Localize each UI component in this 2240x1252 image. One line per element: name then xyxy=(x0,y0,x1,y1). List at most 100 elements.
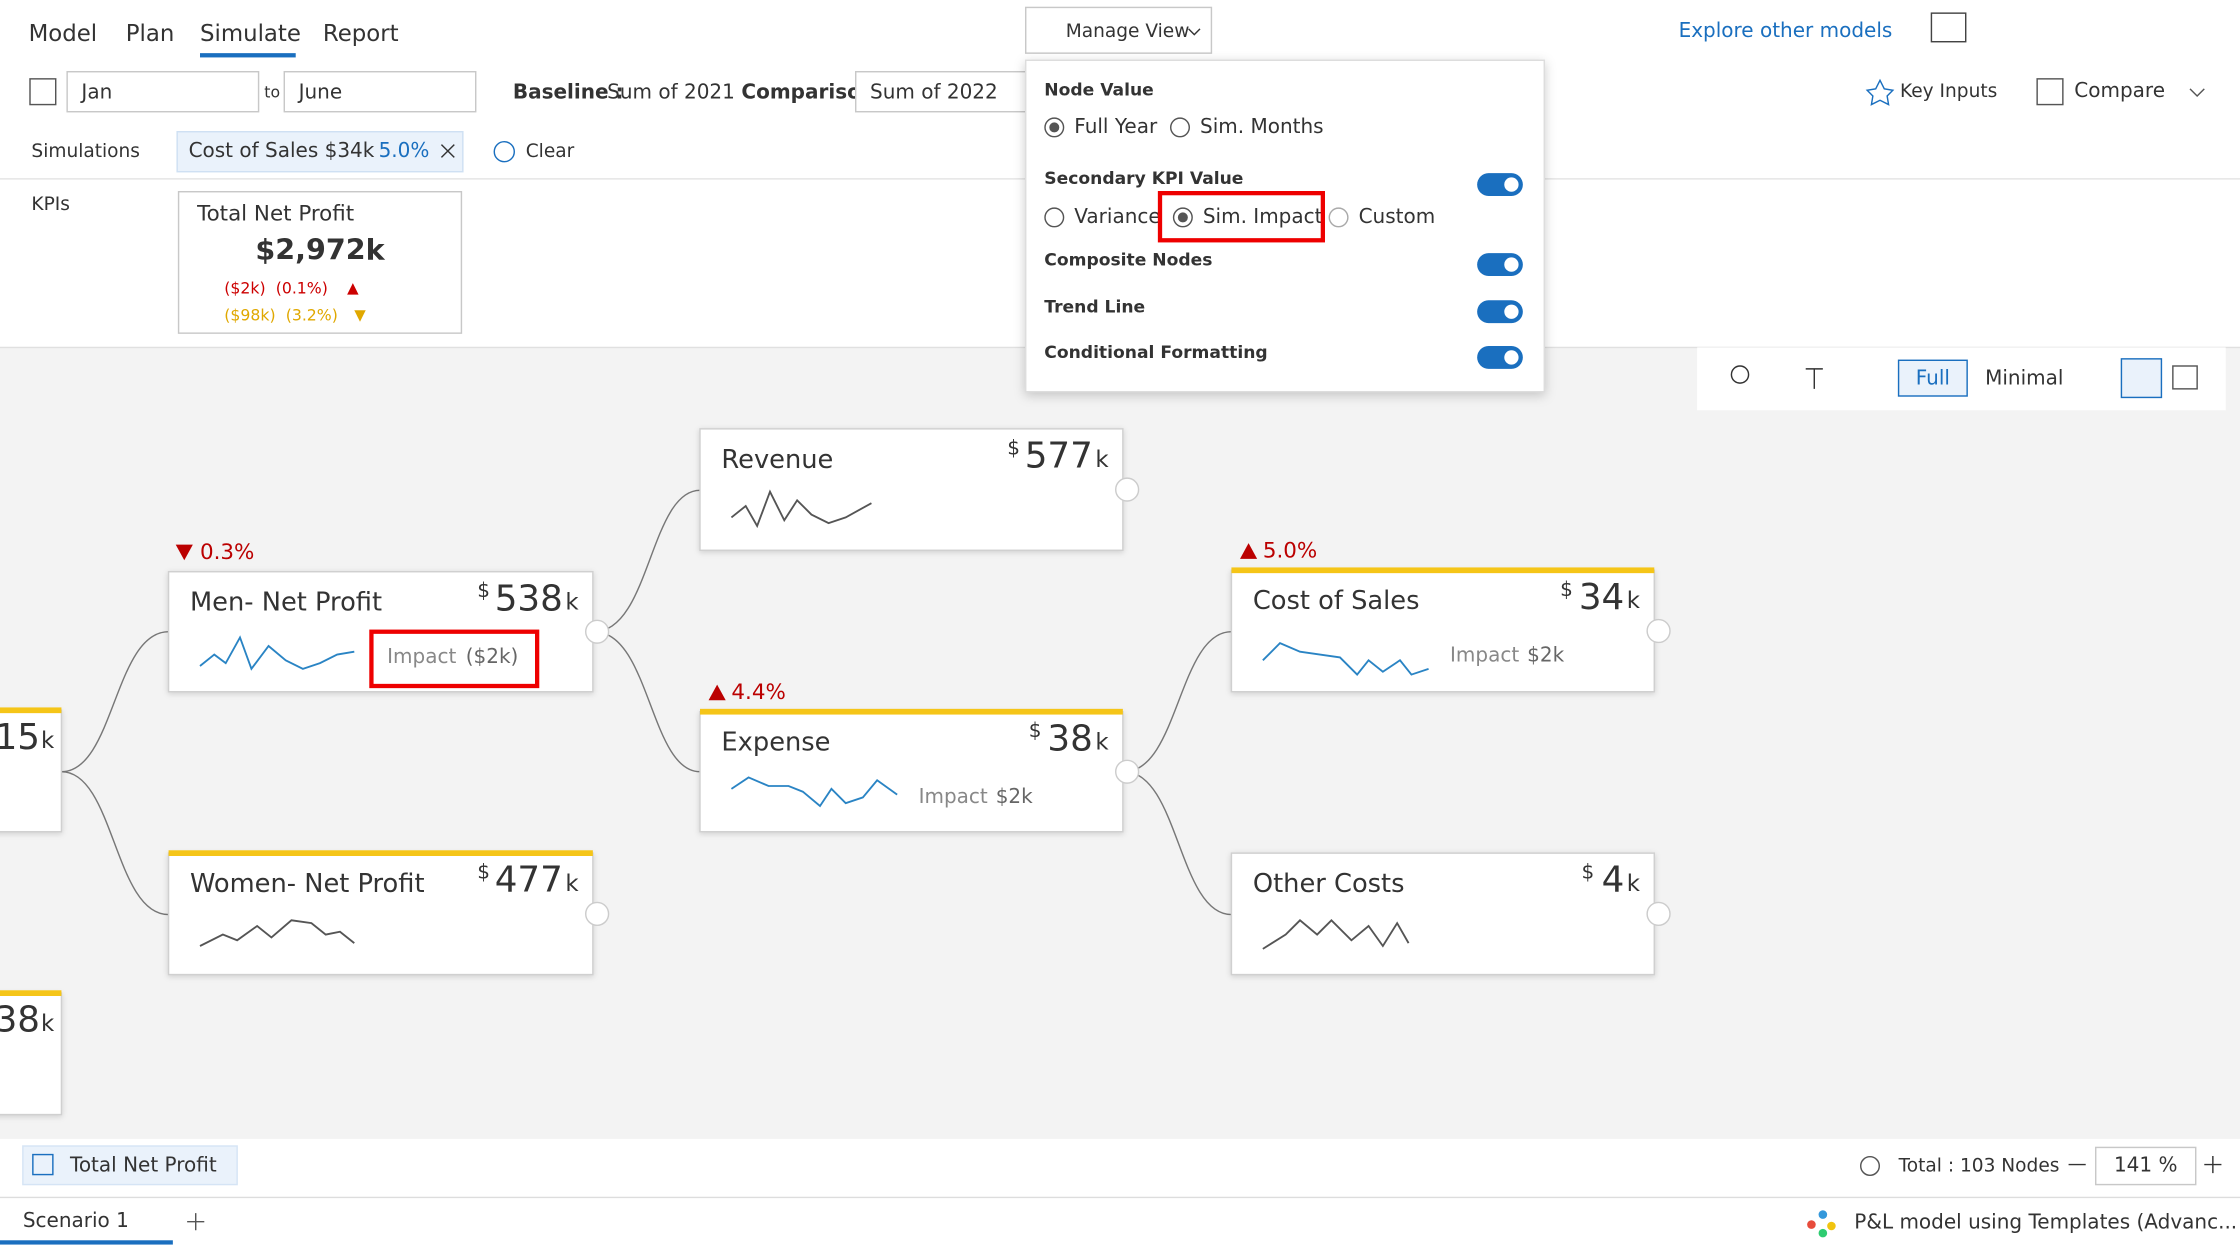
full-button[interactable] xyxy=(1897,359,1968,397)
info-icon xyxy=(1860,1156,1880,1176)
radio[interactable] xyxy=(1044,207,1065,228)
tab[interactable]: Model xyxy=(29,21,98,47)
manage-view-button[interactable] xyxy=(1025,6,1213,54)
calendar-icon[interactable] xyxy=(29,78,57,106)
sparkline xyxy=(199,919,355,947)
kpi-impact-percent: (3.2%) xyxy=(286,306,338,325)
node: k38 xyxy=(0,990,63,1116)
kpi-variance-value: ($2k) xyxy=(224,278,265,297)
chip-label: Cost of Sales $34k xyxy=(189,138,375,162)
chevron[interactable] xyxy=(2189,88,2205,98)
node-unit: k xyxy=(1095,447,1109,473)
zoom-box[interactable] xyxy=(2095,1146,2197,1186)
full-label: Full xyxy=(1916,365,1950,389)
radio-label: Sim. Impact xyxy=(1203,204,1323,228)
radio[interactable] xyxy=(1170,117,1190,138)
zoom-value: 141 % xyxy=(2114,1153,2178,1177)
expand-handle[interactable] xyxy=(1115,477,1140,502)
explore-link[interactable]: Explore other models xyxy=(1679,18,1893,42)
radio-dot xyxy=(1049,122,1060,133)
node-value: 15 xyxy=(0,717,40,758)
root-chip[interactable] xyxy=(22,1145,238,1186)
baseline-label: Baseline : xyxy=(513,80,624,104)
radio-label: Variance xyxy=(1074,204,1160,228)
node-currency: $ xyxy=(1560,577,1573,601)
baseline-value: Sum of 2021 xyxy=(607,80,735,104)
connectors xyxy=(61,489,1232,916)
up-triangle xyxy=(708,684,726,701)
node-title: Other Costs xyxy=(1253,869,1405,899)
impact-label: Impact xyxy=(387,644,456,668)
kpi-variance-percent: (0.1%) xyxy=(276,278,328,297)
section-title: Secondary KPI Value xyxy=(1044,169,1243,189)
radio-label: Full Year xyxy=(1074,114,1158,138)
sparkline xyxy=(1262,918,1410,950)
simulation-chip[interactable] xyxy=(176,131,464,173)
node-title: Cost of Sales xyxy=(1253,586,1420,616)
node-card[interactable] xyxy=(1230,569,1655,693)
node-value: 34 xyxy=(1579,577,1624,618)
tab[interactable]: Report xyxy=(323,21,399,47)
manage-view-label: Manage View xyxy=(1066,21,1190,42)
expand-handle[interactable] xyxy=(585,619,610,644)
node-variance: 5.0% xyxy=(1263,539,1317,564)
table-view-button[interactable] xyxy=(2172,365,2198,390)
comparison-select[interactable] xyxy=(855,70,1027,113)
minimal-button[interactable]: Minimal xyxy=(1985,365,2063,389)
sparkline xyxy=(730,776,898,808)
manage-view-panel xyxy=(1025,59,1545,393)
impact-label: Impact xyxy=(919,784,988,808)
node-card[interactable] xyxy=(1230,852,1655,976)
node-top-bar xyxy=(700,708,1123,715)
kpi-card[interactable] xyxy=(177,191,463,334)
node-card[interactable] xyxy=(699,428,1124,551)
node-value: 538 xyxy=(495,578,563,619)
radio[interactable] xyxy=(1328,207,1349,228)
kpis-label: KPIs xyxy=(31,194,70,215)
node-unit: k xyxy=(41,728,55,754)
expand-handle[interactable] xyxy=(1646,618,1671,644)
chip-close[interactable] xyxy=(440,144,455,158)
layout-icon[interactable] xyxy=(1805,368,1823,389)
expand-handle[interactable] xyxy=(1115,759,1140,784)
model-name: P&L model using Templates (Advanc... xyxy=(1854,1210,2237,1234)
tree-view-button[interactable] xyxy=(2120,358,2163,399)
expand-handle[interactable] xyxy=(1646,901,1671,926)
node-card[interactable] xyxy=(167,852,594,976)
highlight-box xyxy=(369,629,540,689)
impact-label: Impact xyxy=(1450,643,1519,667)
node-currency: $ xyxy=(477,860,490,884)
node-currency: $ xyxy=(1582,860,1595,884)
node-card[interactable] xyxy=(699,711,1124,833)
node: Other Costs k4 $ xyxy=(1230,852,1671,976)
clear-button[interactable]: Clear xyxy=(526,141,575,162)
add-scenario[interactable] xyxy=(187,1213,205,1231)
kpi-value: $2,972k xyxy=(255,233,385,267)
toggle-knob xyxy=(1504,257,1519,272)
tree-icon xyxy=(32,1153,54,1176)
node-currency: $ xyxy=(477,578,490,602)
node-top-bar xyxy=(168,850,593,856)
node-title: Revenue xyxy=(721,445,833,475)
tab[interactable]: Plan xyxy=(126,21,175,47)
up-triangle xyxy=(347,283,359,295)
scenario-tab[interactable]: Scenario 1 xyxy=(23,1208,129,1232)
comparison-value: Sum of 2022 xyxy=(870,80,998,104)
node-card[interactable] xyxy=(0,709,63,833)
tab-active[interactable]: Simulate xyxy=(200,21,301,47)
compare-button[interactable]: Compare xyxy=(2074,78,2165,102)
key-inputs-button[interactable]: Key Inputs xyxy=(1900,81,1997,102)
from-select[interactable] xyxy=(66,70,260,113)
zoom-in[interactable] xyxy=(2204,1156,2222,1174)
panel-content: Node Value Full Year Sim. Months Seconda… xyxy=(1044,80,1523,369)
to-value: June xyxy=(297,80,343,104)
sparkline xyxy=(730,489,872,529)
node-currency: $ xyxy=(1007,435,1020,459)
to-select[interactable] xyxy=(283,70,477,113)
search-icon[interactable] xyxy=(1730,365,1750,384)
compare-icon xyxy=(2036,78,2064,106)
expand-handle[interactable] xyxy=(585,901,610,926)
present-icon[interactable] xyxy=(1930,12,1967,43)
